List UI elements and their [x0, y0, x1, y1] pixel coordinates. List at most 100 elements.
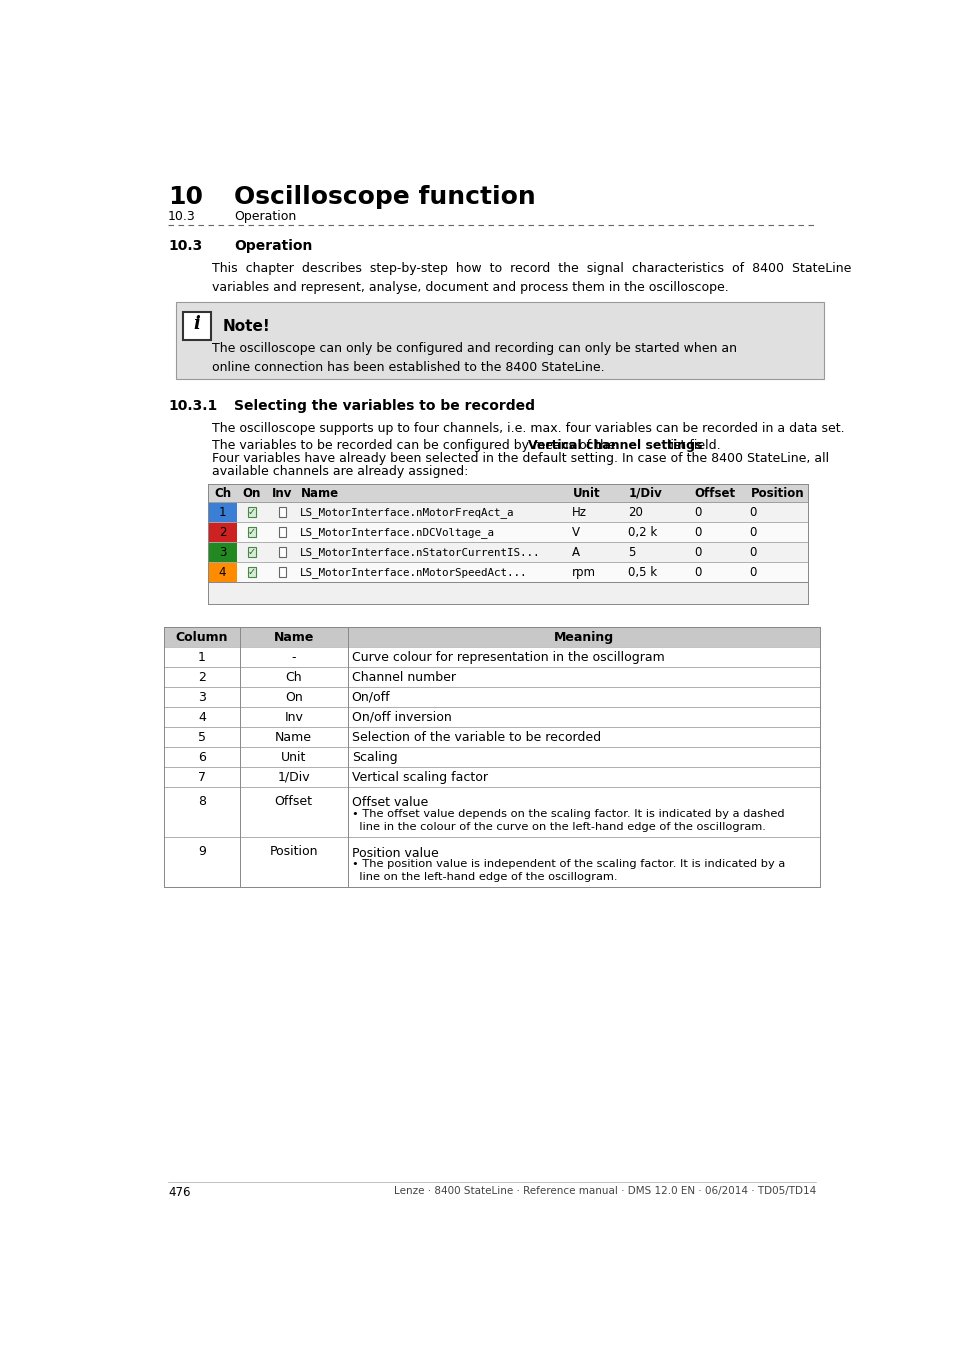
Text: 0,2 k: 0,2 k [627, 526, 657, 539]
Bar [208, 582, 807, 603]
Text: 5: 5 [197, 730, 206, 744]
Text: 5: 5 [627, 545, 635, 559]
Text: 1/Div: 1/Div [277, 771, 310, 784]
Text: On/off: On/off [352, 691, 390, 703]
Text: 0: 0 [693, 506, 700, 518]
Text: LS_MotorInterface.nMotorSpeedAct...: LS_MotorInterface.nMotorSpeedAct... [299, 567, 527, 578]
Text: 0: 0 [749, 545, 757, 559]
Text: Offset: Offset [274, 795, 313, 807]
Text: Channel number: Channel number [352, 671, 456, 683]
Text: • The position value is independent of the scaling factor. It is indicated by a
: • The position value is independent of t… [352, 859, 784, 883]
Text: Operation: Operation [233, 239, 312, 252]
Text: Offset: Offset [694, 486, 735, 500]
Text: Ch: Ch [285, 671, 302, 683]
Text: Note!: Note! [222, 319, 270, 333]
Text: 7: 7 [197, 771, 206, 784]
Text: Position: Position [269, 845, 317, 857]
Bar [164, 767, 819, 787]
Text: 3: 3 [198, 691, 206, 703]
Bar [164, 837, 819, 887]
Text: The oscilloscope supports up to four channels, i.e. max. four variables can be r: The oscilloscope supports up to four cha… [212, 423, 844, 435]
Bar [208, 502, 236, 522]
Bar [278, 567, 286, 578]
Text: V: V [572, 526, 579, 539]
Text: 0: 0 [749, 526, 757, 539]
Bar [208, 522, 236, 543]
Text: Hz: Hz [572, 506, 586, 518]
Text: 1/Div: 1/Div [628, 486, 661, 500]
Text: rpm: rpm [572, 566, 596, 579]
Bar [164, 647, 819, 667]
Text: 0: 0 [693, 526, 700, 539]
Bar [208, 563, 236, 582]
Text: -: - [291, 651, 295, 664]
Text: Position: Position [750, 486, 803, 500]
Text: Lenze · 8400 StateLine · Reference manual · DMS 12.0 EN · 06/2014 · TD05/TD14: Lenze · 8400 StateLine · Reference manua… [394, 1187, 815, 1196]
Bar [208, 563, 807, 582]
Text: The variables to be recorded can be configured by means of the: The variables to be recorded can be conf… [212, 439, 619, 452]
Text: 1: 1 [218, 506, 226, 518]
Text: 2: 2 [218, 526, 226, 539]
Bar [164, 707, 819, 728]
Bar [208, 543, 236, 563]
Text: i: i [193, 316, 200, 333]
Text: 6: 6 [198, 751, 206, 764]
Text: 10.3: 10.3 [168, 209, 195, 223]
Text: 0,5 k: 0,5 k [627, 566, 657, 579]
Text: 1: 1 [198, 651, 206, 664]
Text: On/off inversion: On/off inversion [352, 710, 451, 724]
Bar [164, 728, 819, 747]
Text: Position value: Position value [352, 846, 438, 860]
Bar [248, 547, 255, 558]
Text: • The offset value depends on the scaling factor. It is indicated by a dashed
  : • The offset value depends on the scalin… [352, 809, 783, 833]
Text: list field.: list field. [662, 439, 720, 452]
Bar [248, 508, 255, 517]
Text: 0: 0 [749, 566, 757, 579]
Text: Curve colour for representation in the oscillogram: Curve colour for representation in the o… [352, 651, 663, 664]
Bar [278, 528, 286, 537]
FancyBboxPatch shape [183, 312, 211, 340]
Text: ✓: ✓ [248, 547, 255, 558]
Bar [208, 502, 807, 522]
Text: ✓: ✓ [248, 508, 255, 517]
Text: This  chapter  describes  step-by-step  how  to  record  the  signal  characteri: This chapter describes step-by-step how … [212, 262, 851, 293]
Text: Name: Name [274, 730, 312, 744]
Text: 4: 4 [218, 566, 226, 579]
Text: Offset value: Offset value [352, 796, 428, 810]
Text: LS_MotorInterface.nDCVoltage_a: LS_MotorInterface.nDCVoltage_a [299, 526, 495, 537]
Text: On: On [243, 486, 261, 500]
Text: Column: Column [175, 630, 228, 644]
Bar [164, 667, 819, 687]
Text: LS_MotorInterface.nMotorFreqAct_a: LS_MotorInterface.nMotorFreqAct_a [299, 506, 514, 518]
Text: Inv: Inv [284, 710, 303, 724]
Text: On: On [285, 691, 302, 703]
Bar [278, 547, 286, 558]
Bar [278, 508, 286, 517]
Text: 20: 20 [627, 506, 642, 518]
Text: Vertical scaling factor: Vertical scaling factor [352, 771, 487, 784]
Text: Four variables have already been selected in the default setting. In case of the: Four variables have already been selecte… [212, 451, 828, 464]
Text: 10.3: 10.3 [168, 239, 202, 252]
Text: Scaling: Scaling [352, 751, 396, 764]
Text: 9: 9 [198, 845, 206, 857]
Bar [208, 543, 807, 563]
Bar [164, 628, 819, 647]
Text: Operation: Operation [233, 209, 295, 223]
Text: 4: 4 [198, 710, 206, 724]
Text: available channels are already assigned:: available channels are already assigned: [212, 464, 468, 478]
Bar [175, 302, 822, 379]
Text: The oscilloscope can only be configured and recording can only be started when a: The oscilloscope can only be configured … [212, 342, 737, 374]
Text: ✓: ✓ [248, 526, 255, 537]
Bar [164, 747, 819, 767]
Bar [248, 528, 255, 537]
Text: 10: 10 [168, 185, 203, 209]
Bar [208, 522, 807, 543]
Bar [248, 567, 255, 578]
Text: 3: 3 [218, 545, 226, 559]
Text: Vertical channel settings: Vertical channel settings [528, 439, 701, 452]
Text: ✓: ✓ [248, 567, 255, 576]
Text: Name: Name [274, 630, 314, 644]
Text: Selecting the variables to be recorded: Selecting the variables to be recorded [233, 400, 535, 413]
Text: Unit: Unit [281, 751, 306, 764]
Text: LS_MotorInterface.nStatorCurrentIS...: LS_MotorInterface.nStatorCurrentIS... [299, 547, 540, 558]
